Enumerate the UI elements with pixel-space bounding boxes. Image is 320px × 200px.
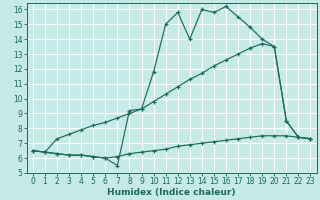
X-axis label: Humidex (Indice chaleur): Humidex (Indice chaleur) xyxy=(108,188,236,197)
